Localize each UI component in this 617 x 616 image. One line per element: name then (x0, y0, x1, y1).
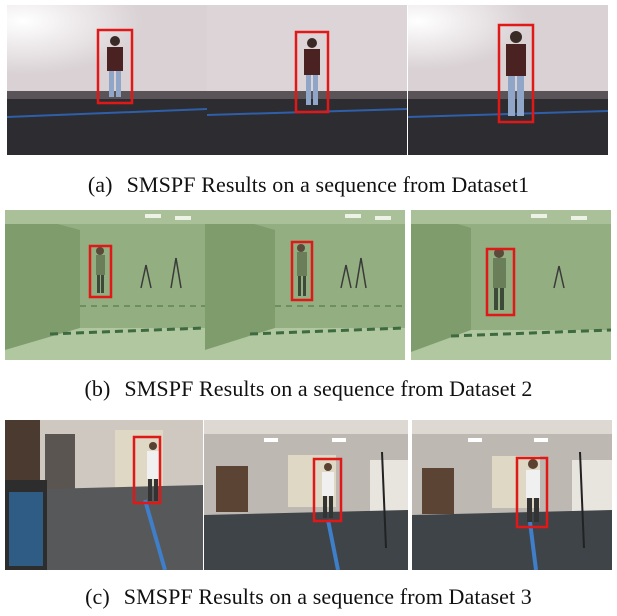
dataset2-frame-2 (205, 210, 405, 360)
caption-a: (a) SMSPF Results on a sequence from Data… (0, 172, 617, 198)
tracking-box (294, 30, 330, 114)
dataset2-frame-3 (411, 210, 611, 360)
tripod-equipment (140, 257, 182, 289)
caption-tag: (b) (84, 376, 111, 401)
tracking-box (132, 435, 162, 505)
person-figure (526, 459, 540, 522)
caption-tag: (c) (85, 584, 110, 609)
person-figure (506, 31, 526, 116)
dataset1-frame-3 (408, 5, 608, 155)
tracking-box (485, 247, 516, 317)
dataset3-frame-1 (5, 420, 203, 570)
caption-c: (c) SMSPF Results on a sequence from Data… (0, 584, 617, 610)
tracking-box (96, 28, 134, 105)
tracking-box (312, 457, 343, 523)
caption-tag: (a) (87, 172, 113, 197)
person-figure (304, 38, 320, 105)
person-figure (107, 36, 123, 97)
tracking-box (290, 240, 314, 302)
caption-text: SMSPF Results on a sequence from Dataset… (124, 376, 533, 401)
dataset3-frame-3 (412, 420, 612, 570)
person-figure (493, 248, 506, 310)
tracking-box (88, 244, 113, 299)
tracking-box (497, 23, 535, 124)
caption-text: SMSPF Results on a sequence from Dataset… (126, 172, 530, 197)
tripod-equipment (553, 265, 565, 289)
person-figure (297, 244, 307, 296)
person-figure (147, 442, 159, 501)
dataset2-frame-1 (5, 210, 205, 360)
caption-b: (b) SMSPF Results on a sequence from Data… (0, 376, 617, 402)
dataset3-frame-2 (204, 420, 408, 570)
caption-text: SMSPF Results on a sequence from Dataset… (123, 584, 532, 609)
tripod-equipment (340, 257, 367, 289)
dataset1-frame-1 (7, 5, 207, 155)
person-figure (96, 247, 105, 293)
dataset1-frame-2 (207, 5, 407, 155)
tracking-box (515, 456, 549, 529)
person-figure (322, 463, 334, 518)
